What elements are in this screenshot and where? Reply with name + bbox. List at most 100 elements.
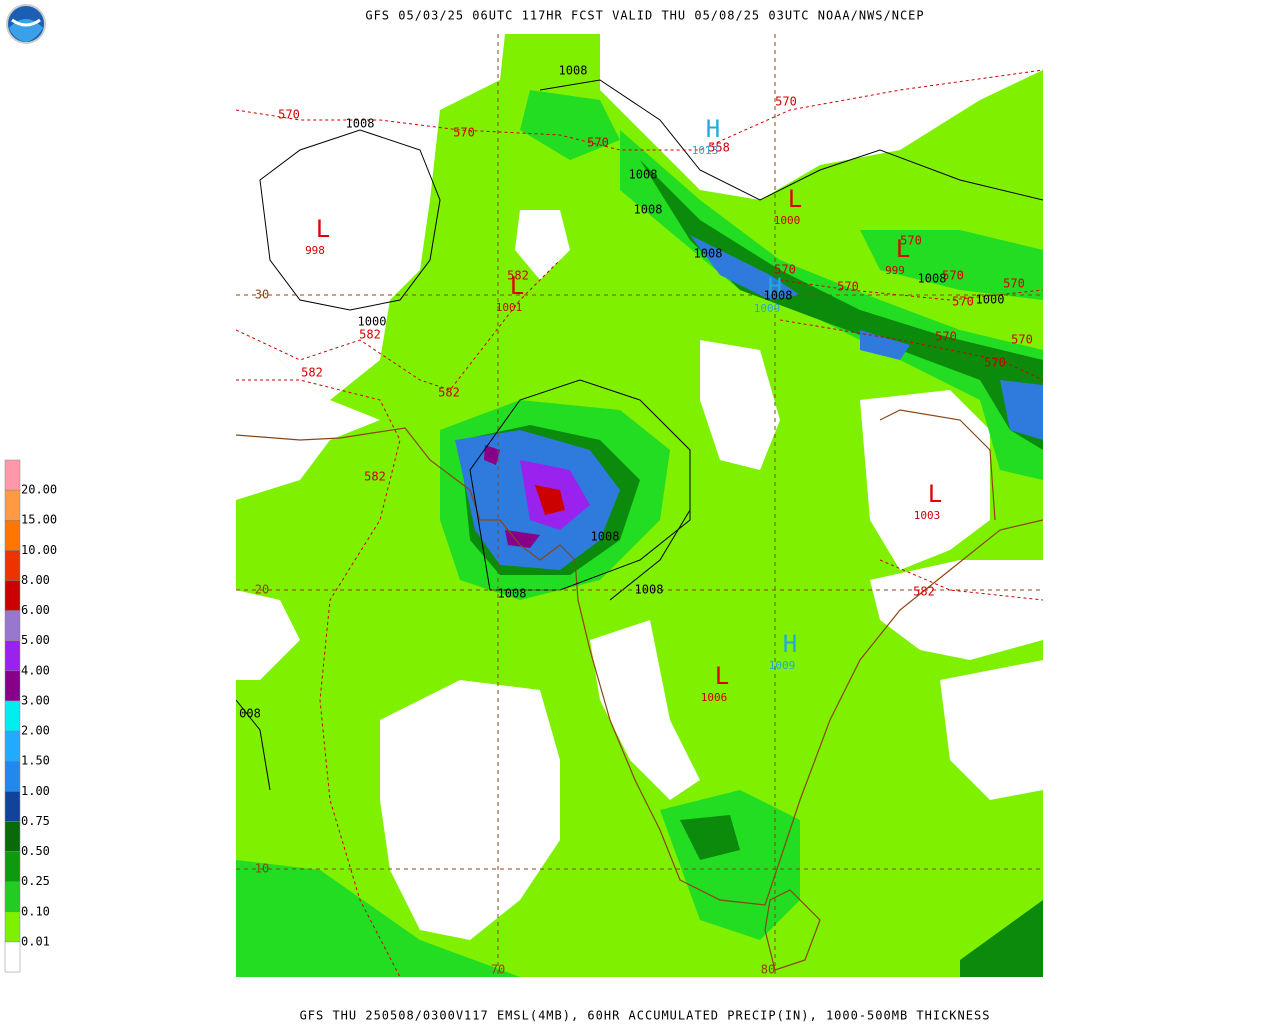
isobar-label: 1008: [634, 203, 663, 217]
legend-swatch: [4, 640, 21, 672]
thickness-label: 570: [837, 280, 859, 294]
legend-swatch: [4, 760, 21, 792]
legend-label: 4.00: [21, 663, 50, 677]
pressure-symbol: L: [510, 272, 524, 300]
map-caption: GFS THU 250508/0300V117 EMSL(4MB), 60HR …: [300, 1009, 991, 1023]
thickness-label: 558: [708, 141, 730, 155]
grid-label: 20: [255, 583, 269, 597]
pressure-value: 1009: [754, 302, 781, 315]
isobar-label: 1008: [346, 117, 375, 131]
legend-swatch: [4, 580, 21, 611]
pressure-symbol: H: [706, 115, 720, 143]
isobar-label: 1008: [629, 168, 658, 182]
legend-label: 1.00: [21, 784, 50, 798]
thickness-label: 570: [775, 95, 797, 109]
thickness-label: 582: [438, 386, 460, 400]
pressure-value: 1000: [774, 214, 801, 227]
map-title: GFS 05/03/25 06UTC 117HR FCST VALID THU …: [365, 9, 924, 23]
thickness-label: 570: [942, 269, 964, 283]
legend-label: 0.50: [21, 844, 50, 858]
legend-swatch: [4, 550, 21, 581]
legend: 20.00 15.00 10.00 8.00 6.00 5.00 4.00 3.00 2.00 1…: [4, 459, 57, 973]
pressure-symbol: L: [928, 480, 942, 508]
thickness-label: 570: [278, 108, 300, 122]
pressure-value: 999: [885, 264, 905, 277]
pressure-symbol: H: [783, 630, 797, 658]
legend-swatch: [4, 519, 21, 551]
legend-label: 0.75: [21, 814, 50, 828]
grid-label: 10: [255, 862, 269, 876]
legend-swatch: [4, 670, 21, 702]
thickness-label: 570: [587, 136, 609, 150]
legend-label: 0.01: [21, 934, 50, 948]
isobar-label: 1000: [358, 315, 387, 329]
thickness-label: 582: [301, 366, 323, 380]
legend-swatch: [4, 459, 21, 491]
thickness-label: 570: [453, 126, 475, 140]
thickness-label: 570: [774, 263, 796, 277]
isobar-label: 1008: [559, 64, 588, 78]
thickness-label: 582: [364, 470, 386, 484]
legend-swatch: [4, 821, 21, 852]
thickness-label: 570: [935, 330, 957, 344]
pressure-symbol: L: [896, 235, 910, 263]
legend-swatch: [4, 791, 21, 822]
thickness-label: 570: [952, 295, 974, 309]
pressure-symbol: H: [768, 273, 782, 301]
pressure-symbol: L: [316, 215, 330, 243]
pressure-value: 1009: [769, 659, 796, 672]
thickness-label: 582: [913, 585, 935, 599]
thickness-label: 582: [359, 328, 381, 342]
pressure-value: 1013: [692, 144, 719, 157]
legend-label: 6.00: [21, 603, 50, 617]
legend-label: 5.00: [21, 633, 50, 647]
legend-label: 20.00: [21, 483, 57, 497]
thickness-label: 570: [900, 234, 922, 248]
legend-swatch: [4, 911, 21, 943]
isobar-label: 1008: [764, 289, 793, 303]
legend-swatch: [4, 700, 21, 732]
legend-swatch: [4, 610, 21, 641]
extreme-precip: [484, 445, 590, 548]
pressure-value: 1003: [914, 509, 941, 522]
thickness-label: 570: [1011, 333, 1033, 347]
isobar-label: 1008: [498, 587, 527, 601]
legend-swatch: [4, 730, 21, 762]
isobar-label: 1008: [694, 247, 723, 261]
legend-swatch: [4, 851, 21, 882]
grid-label: 70: [491, 963, 505, 977]
legend-label: 8.00: [21, 573, 50, 587]
legend-swatch: [4, 881, 21, 913]
isobar-label: 1008: [918, 272, 947, 286]
noaa-logo: [6, 4, 46, 44]
coastlines: [236, 409, 1043, 971]
isobar-label: 1000: [976, 293, 1005, 307]
legend-label: 10.00: [21, 543, 57, 557]
legend-label: 2.00: [21, 724, 50, 738]
thickness-label: 582: [507, 269, 529, 283]
pressure-value: 1006: [701, 691, 728, 704]
isobar-label: 1008: [635, 583, 664, 597]
pressure-value: 1001: [496, 301, 523, 314]
thickness-label: 570: [984, 356, 1006, 370]
legend-label: 0.25: [21, 874, 50, 888]
grid-label: 80: [761, 963, 775, 977]
pressure-symbol: L: [788, 185, 802, 213]
isobar-label: 1008: [591, 530, 620, 544]
thickness-label: 570: [1003, 277, 1025, 291]
lat-lon-grid: [236, 34, 1043, 977]
dry-areas: [236, 34, 1043, 940]
legend-label: 1.50: [21, 754, 50, 768]
grid-label: 30: [255, 288, 269, 302]
legend-swatch: [4, 941, 21, 973]
legend-swatch: [4, 489, 21, 521]
isobar-label: 008: [239, 707, 261, 721]
legend-label: 15.00: [21, 513, 57, 527]
legend-label: 3.00: [21, 693, 50, 707]
pressure-symbol: L: [715, 662, 729, 690]
legend-label: 0.10: [21, 904, 50, 918]
